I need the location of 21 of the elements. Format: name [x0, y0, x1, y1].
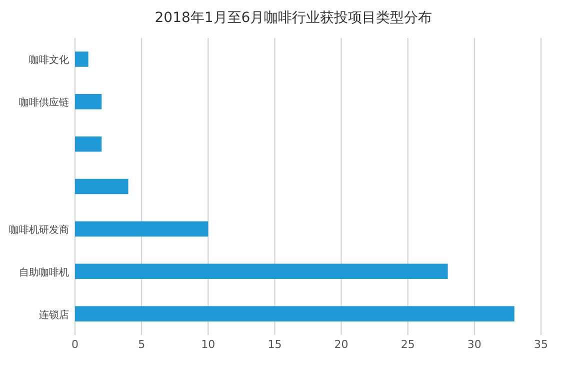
x-tick-label: 20: [334, 338, 348, 351]
x-tick-label: 35: [534, 338, 548, 351]
bar: [75, 264, 448, 279]
y-tick-label: 咖啡供应链: [19, 96, 69, 109]
bar: [75, 136, 102, 152]
bar: [75, 178, 128, 194]
x-tick-label: 25: [400, 338, 415, 351]
bar: [75, 52, 88, 67]
chart-title: 2018年1月至6月咖啡行业获投项目类型分布: [154, 10, 432, 26]
y-tick-label: 自助咖啡机: [19, 266, 69, 278]
y-tick-label: 咖啡机研发商: [9, 224, 69, 236]
y-tick-label: 咖啡文化: [29, 54, 69, 66]
x-tick-label: 30: [467, 338, 482, 351]
x-tick-label: 10: [201, 338, 216, 351]
y-tick-label: 连锁店: [39, 308, 69, 321]
bar: [75, 94, 102, 110]
x-tick-label: 0: [72, 338, 78, 351]
x-tick-label: 15: [268, 338, 282, 351]
bar: [75, 306, 514, 322]
bar: [75, 221, 208, 237]
x-tick-label: 5: [138, 338, 146, 351]
